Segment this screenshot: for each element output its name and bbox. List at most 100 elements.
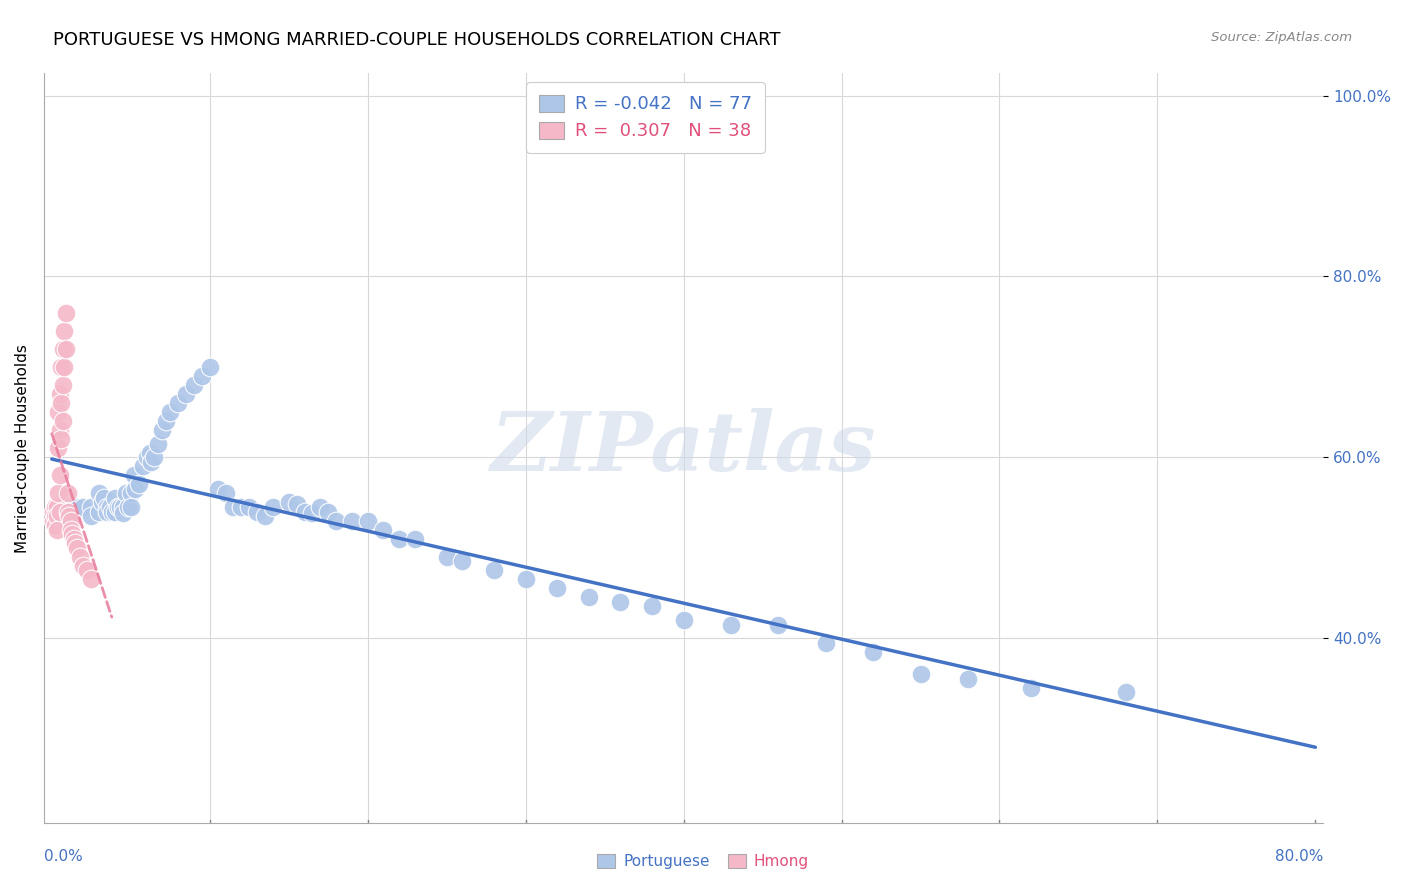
Point	[910, 667, 932, 681]
Point	[42, 514, 65, 528]
Point	[122, 468, 145, 483]
Point	[66, 541, 89, 555]
Point	[80, 500, 103, 514]
Point	[672, 613, 695, 627]
Point	[436, 549, 458, 564]
Point	[120, 486, 142, 500]
Point	[340, 514, 363, 528]
Point	[111, 506, 134, 520]
Point	[51, 396, 73, 410]
Point	[309, 500, 332, 514]
Point	[52, 378, 75, 392]
Text: ZIPatlas: ZIPatlas	[491, 409, 876, 488]
Point	[277, 495, 299, 509]
Point	[48, 504, 70, 518]
Point	[231, 500, 253, 514]
Point	[141, 455, 163, 469]
Point	[150, 423, 173, 437]
Point	[146, 436, 169, 450]
Point	[373, 523, 395, 537]
Point	[132, 459, 155, 474]
Point	[96, 504, 118, 518]
Point	[48, 387, 70, 401]
Point	[80, 509, 103, 524]
Point	[72, 500, 94, 514]
Point	[174, 387, 197, 401]
Point	[44, 500, 66, 514]
Point	[609, 595, 631, 609]
Point	[285, 497, 308, 511]
Point	[59, 523, 82, 537]
Point	[115, 486, 138, 500]
Point	[46, 441, 69, 455]
Point	[1115, 685, 1137, 699]
Point	[191, 368, 214, 383]
Point	[117, 500, 139, 514]
Point	[104, 491, 127, 505]
Point	[143, 450, 166, 465]
Point	[72, 558, 94, 573]
Point	[51, 432, 73, 446]
Point	[814, 635, 837, 649]
Text: Source: ZipAtlas.com: Source: ZipAtlas.com	[1212, 31, 1353, 45]
Point	[46, 486, 69, 500]
Point	[214, 486, 236, 500]
Point	[52, 414, 75, 428]
Point	[155, 414, 177, 428]
Point	[89, 486, 111, 500]
Point	[104, 504, 127, 518]
Point	[76, 563, 98, 577]
Point	[238, 500, 260, 514]
Point	[128, 477, 150, 491]
Text: 0.0%: 0.0%	[44, 849, 83, 863]
Point	[51, 359, 73, 374]
Point	[53, 324, 76, 338]
Point	[183, 378, 205, 392]
Y-axis label: Married-couple Households: Married-couple Households	[15, 343, 30, 553]
Point	[69, 549, 91, 564]
Point	[482, 563, 505, 577]
Point	[768, 617, 790, 632]
Point	[294, 504, 316, 518]
Point	[89, 504, 111, 518]
Point	[720, 617, 742, 632]
Point	[222, 500, 245, 514]
Point	[65, 536, 87, 550]
Point	[316, 504, 339, 518]
Point	[60, 527, 83, 541]
Point	[451, 554, 474, 568]
Point	[45, 509, 67, 524]
Point	[56, 500, 79, 514]
Point	[91, 495, 114, 509]
Point	[56, 504, 79, 518]
Text: 80.0%: 80.0%	[1275, 849, 1323, 863]
Point	[388, 532, 411, 546]
Point	[46, 405, 69, 419]
Point	[578, 591, 600, 605]
Point	[546, 582, 568, 596]
Legend: R = -0.042   N = 77, R =  0.307   N = 38: R = -0.042 N = 77, R = 0.307 N = 38	[526, 82, 765, 153]
Point	[80, 572, 103, 586]
Point	[262, 500, 284, 514]
Point	[120, 500, 142, 514]
Point	[96, 500, 118, 514]
Text: PORTUGUESE VS HMONG MARRIED-COUPLE HOUSEHOLDS CORRELATION CHART: PORTUGUESE VS HMONG MARRIED-COUPLE HOUSE…	[53, 31, 780, 49]
Legend: Portuguese, Hmong: Portuguese, Hmong	[591, 848, 815, 875]
Point	[207, 482, 229, 496]
Point	[93, 491, 115, 505]
Point	[325, 514, 347, 528]
Point	[198, 359, 221, 374]
Point	[52, 342, 75, 356]
Point	[862, 645, 884, 659]
Point	[101, 504, 124, 518]
Point	[1019, 681, 1042, 695]
Point	[138, 446, 160, 460]
Point	[357, 514, 380, 528]
Point	[159, 405, 181, 419]
Point	[59, 514, 82, 528]
Point	[56, 486, 79, 500]
Point	[956, 672, 979, 686]
Point	[111, 500, 134, 514]
Point	[58, 509, 80, 524]
Point	[63, 532, 86, 546]
